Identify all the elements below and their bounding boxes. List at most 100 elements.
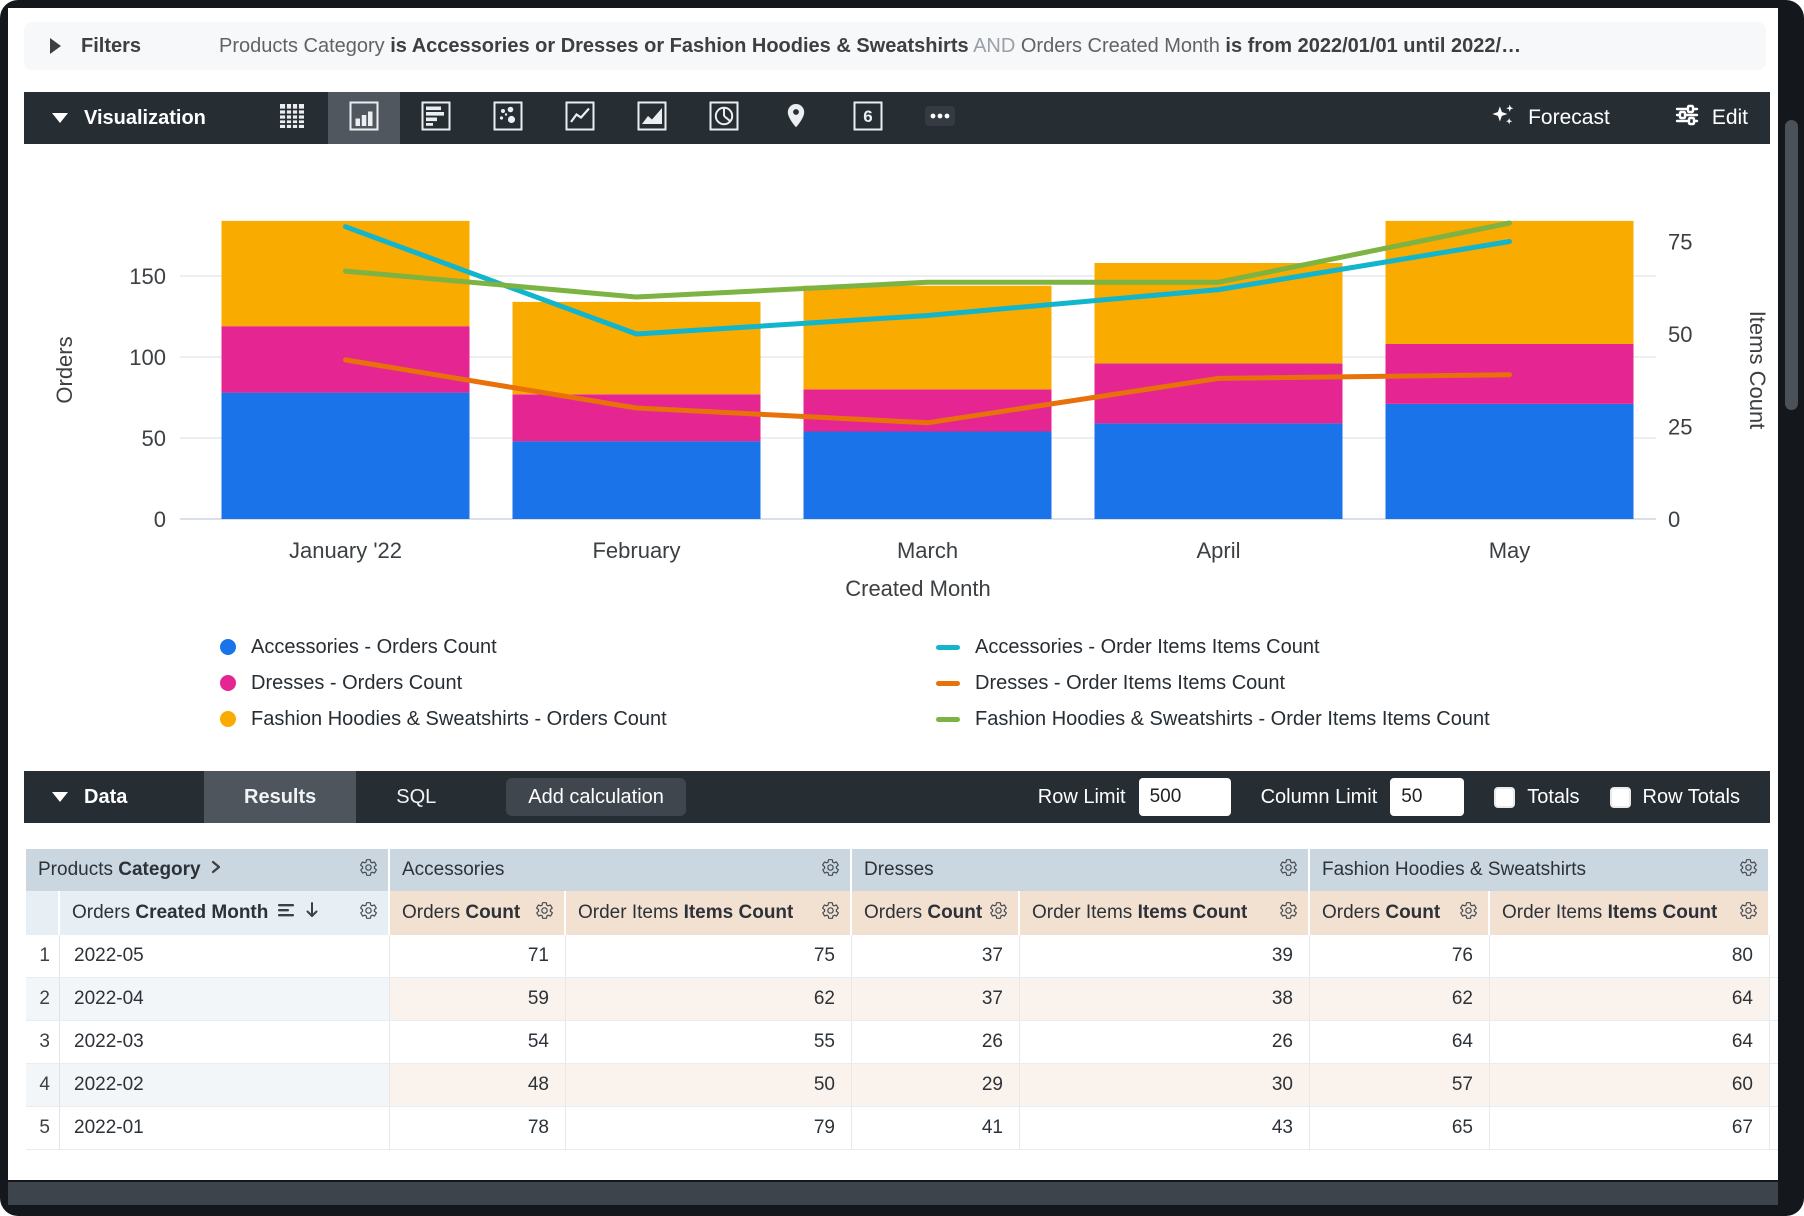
value-cell[interactable]: 43 [1020, 1107, 1310, 1149]
month-cell[interactable]: 2022-05 [60, 935, 390, 977]
gear-icon[interactable] [1279, 901, 1298, 926]
tab-results[interactable]: Results [204, 771, 357, 823]
pivot-value-header-cell[interactable]: Fashion Hoodies & Sweatshirts [1310, 849, 1770, 891]
svg-text:Orders: Orders [52, 336, 77, 403]
value-cell[interactable]: 80 [1490, 935, 1770, 977]
svg-text:75: 75 [1668, 230, 1692, 255]
visualization-section-toggle[interactable]: Visualization [24, 107, 256, 130]
gear-icon[interactable] [535, 901, 554, 926]
value-cell[interactable]: 79 [566, 1107, 852, 1149]
value-cell[interactable]: 78 [390, 1107, 566, 1149]
horizontal-scrollbar[interactable] [8, 1182, 1778, 1205]
legend-item[interactable]: Accessories - Order Items Items Count [936, 629, 1778, 665]
forecast-button[interactable]: Forecast [1489, 102, 1610, 135]
row-totals-checkbox[interactable] [1609, 786, 1631, 808]
value-cell[interactable]: 59 [390, 978, 566, 1020]
legend-item[interactable]: Accessories - Orders Count [220, 629, 936, 665]
measure-header-cell[interactable]: Order Items Items Count [566, 891, 852, 935]
gear-icon[interactable] [821, 858, 840, 883]
measure-header-cell[interactable]: Order Items Items Count [1020, 891, 1310, 935]
legend-item[interactable]: Fashion Hoodies & Sweatshirts - Orders C… [220, 701, 936, 737]
gear-icon[interactable] [1739, 858, 1758, 883]
gear-icon[interactable] [359, 858, 378, 883]
value-cell[interactable]: 57 [1310, 1064, 1490, 1106]
value-cell[interactable]: 54 [390, 1021, 566, 1063]
row-limit-input[interactable] [1138, 778, 1231, 816]
viz-type-scatter-button[interactable] [472, 92, 544, 144]
viz-type-more-button[interactable] [904, 92, 976, 144]
sort-desc-arrow-icon[interactable] [304, 901, 320, 925]
measure-header-cell[interactable]: Orders Count [390, 891, 566, 935]
pivot-value-header-cell[interactable]: Dresses [852, 849, 1310, 891]
filter-summary-text[interactable]: Products Category is Accessories or Dres… [219, 35, 1740, 58]
value-cell[interactable]: 64 [1490, 1021, 1770, 1063]
viz-type-map-button[interactable] [760, 92, 832, 144]
data-section-toggle[interactable]: Data [24, 786, 204, 809]
legend-item[interactable]: Dresses - Orders Count [220, 665, 936, 701]
vertical-scrollbar-thumb[interactable] [1785, 120, 1798, 410]
value-cell[interactable]: 38 [1020, 978, 1310, 1020]
value-cell[interactable]: 62 [566, 978, 852, 1020]
legend-item[interactable]: Dresses - Order Items Items Count [936, 665, 1778, 701]
measure-header-cell[interactable]: Orders Count [1310, 891, 1490, 935]
edit-button[interactable]: Edit [1674, 102, 1748, 134]
viz-type-pie-button[interactable] [688, 92, 760, 144]
month-cell[interactable]: 2022-02 [60, 1064, 390, 1106]
value-cell[interactable]: 26 [852, 1021, 1020, 1063]
add-calculation-button[interactable]: Add calculation [506, 778, 686, 816]
gear-icon[interactable] [359, 901, 378, 926]
viz-type-single-value-button[interactable]: 6 [832, 92, 904, 144]
pivot-header-cell[interactable]: Products Category [26, 849, 390, 891]
combo-chart-canvas[interactable]: 0 50 100 150 0 25 50 75 January '22 February March… [8, 154, 1778, 627]
viz-type-bar-button[interactable] [400, 92, 472, 144]
gear-icon[interactable] [821, 901, 840, 926]
collapse-caret-icon [52, 792, 68, 802]
value-cell[interactable]: 60 [1490, 1064, 1770, 1106]
filters-expand-caret-icon[interactable] [50, 38, 61, 54]
gear-icon[interactable] [989, 901, 1008, 926]
value-cell[interactable]: 26 [1020, 1021, 1310, 1063]
viz-type-table-button[interactable] [256, 92, 328, 144]
value-cell[interactable]: 39 [1020, 935, 1310, 977]
value-cell[interactable]: 71 [390, 935, 566, 977]
value-cell[interactable]: 48 [390, 1064, 566, 1106]
tab-sql[interactable]: SQL [396, 785, 437, 808]
row-totals-label: Row Totals [1642, 785, 1740, 808]
totals-toggle[interactable]: Totals [1494, 786, 1580, 809]
value-cell[interactable]: 67 [1490, 1107, 1770, 1149]
month-cell[interactable]: 2022-01 [60, 1107, 390, 1149]
month-cell[interactable]: 2022-03 [60, 1021, 390, 1063]
value-cell[interactable]: 41 [852, 1107, 1020, 1149]
measure-header-cell[interactable]: Orders Count [852, 891, 1020, 935]
value-cell[interactable]: 76 [1310, 935, 1490, 977]
value-cell[interactable]: 30 [1020, 1064, 1310, 1106]
value-cell[interactable]: 29 [852, 1064, 1020, 1106]
column-limit-input[interactable] [1390, 778, 1465, 816]
row-limit-label: Row Limit [1037, 785, 1126, 808]
gear-icon[interactable] [1459, 901, 1478, 926]
row-totals-toggle[interactable]: Row Totals [1609, 785, 1740, 809]
dimension-header-cell[interactable]: Orders Created Month [60, 891, 390, 935]
value-cell[interactable]: 55 [566, 1021, 852, 1063]
value-cell[interactable]: 64 [1310, 1021, 1490, 1063]
value-cell[interactable]: 62 [1310, 978, 1490, 1020]
value-cell[interactable]: 37 [852, 935, 1020, 977]
value-cell[interactable]: 75 [566, 935, 852, 977]
gear-icon[interactable] [1739, 901, 1758, 926]
gear-icon[interactable] [1279, 858, 1298, 883]
value-cell[interactable]: 65 [1310, 1107, 1490, 1149]
filters-bar[interactable]: Filters Products Category is Accessories… [24, 22, 1766, 70]
totals-checkbox[interactable] [1494, 786, 1516, 808]
viz-type-line-button[interactable] [544, 92, 616, 144]
pivot-value-header-cell[interactable]: Accessories [390, 849, 852, 891]
measure-header-cell[interactable]: Order Items Items Count [1490, 891, 1770, 935]
viz-type-column-button[interactable] [328, 92, 400, 144]
value-cell[interactable]: 37 [852, 978, 1020, 1020]
viz-type-area-button[interactable] [616, 92, 688, 144]
subtotal-icon[interactable] [277, 902, 295, 924]
bar-chart-icon [419, 99, 453, 138]
legend-item[interactable]: Fashion Hoodies & Sweatshirts - Order It… [936, 701, 1778, 737]
month-cell[interactable]: 2022-04 [60, 978, 390, 1020]
value-cell[interactable]: 64 [1490, 978, 1770, 1020]
value-cell[interactable]: 50 [566, 1064, 852, 1106]
